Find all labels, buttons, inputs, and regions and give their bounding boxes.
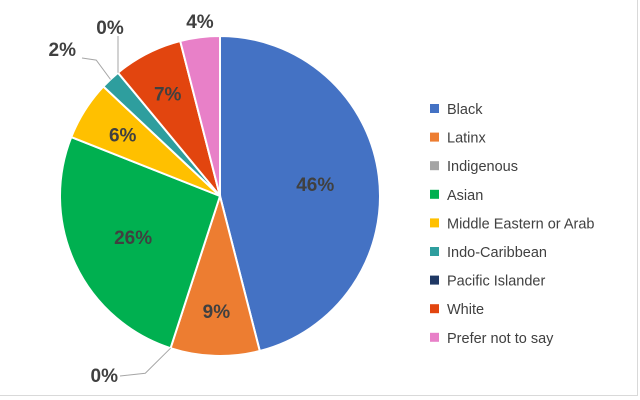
data-label-asian: 26% — [114, 228, 152, 249]
legend-swatch-indo-caribbean — [430, 247, 439, 256]
legend-label-asian: Asian — [447, 188, 483, 204]
pie-slice-prefer-not-to-say — [178, 34, 221, 197]
data-label-middle-eastern-or-arab: 6% — [109, 125, 137, 146]
legend-swatch-prefer-not-to-say — [430, 332, 439, 342]
leader-line-indo-caribbean — [81, 57, 111, 80]
data-label-indigenous: 0% — [91, 366, 119, 387]
legend-label-black: Black — [447, 102, 483, 118]
legend-swatch-latinx — [430, 132, 439, 142]
data-label-white: 7% — [154, 84, 182, 105]
legend-label-prefer-not-to-say: Prefer not to say — [447, 331, 554, 347]
legend-label-indo-caribbean: Indo-Caribbean — [447, 245, 547, 261]
pie-slice-latinx — [169, 192, 262, 357]
legend-swatch-middle-eastern-or-arab — [430, 218, 439, 228]
leader-line-indigenous — [119, 347, 171, 377]
data-label-latinx: 9% — [203, 302, 231, 323]
legend-swatch-white — [430, 304, 439, 314]
legend-swatch-asian — [430, 189, 439, 199]
data-label-prefer-not-to-say: 4% — [186, 12, 214, 33]
data-label-pacific-islander: 0% — [96, 18, 124, 39]
legend-swatch-indigenous — [430, 161, 439, 171]
legend-label-middle-eastern-or-arab: Middle Eastern or Arab — [447, 216, 595, 232]
data-label-black: 46% — [296, 175, 334, 196]
pie-slice-black — [219, 34, 381, 353]
legend-label-indigenous: Indigenous — [447, 159, 518, 175]
data-label-indo-caribbean: 2% — [49, 40, 77, 61]
pie-slice-asian — [59, 135, 222, 350]
legend-swatch-black — [430, 104, 439, 113]
legend-label-white: White — [447, 302, 484, 318]
legend-swatch-pacific-islander — [430, 275, 439, 285]
legend-label-pacific-islander: Pacific Islander — [447, 274, 545, 290]
legend-label-latinx: Latinx — [447, 131, 486, 147]
